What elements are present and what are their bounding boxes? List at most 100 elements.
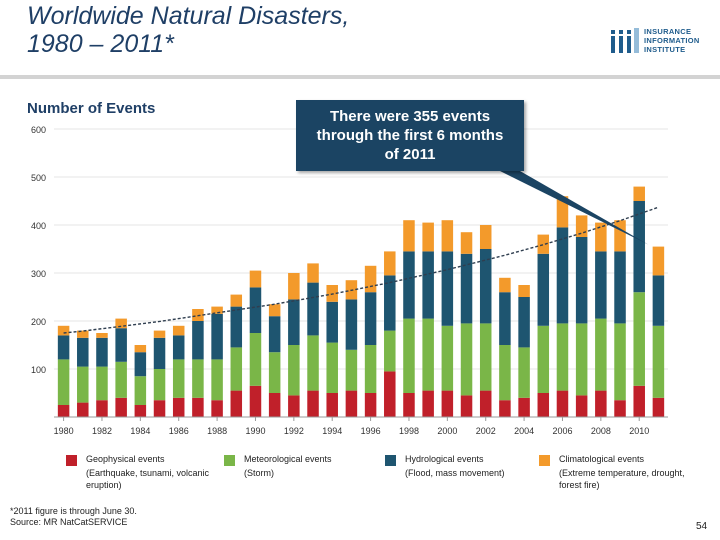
bar-1980-hydrological bbox=[57, 335, 70, 360]
callout-text: There were 355 events through the first … bbox=[316, 108, 504, 163]
bar-2009-meteorological bbox=[614, 323, 626, 401]
bar-2011-meteorological bbox=[652, 325, 665, 398]
bar-2010-meteorological bbox=[633, 292, 645, 386]
bar-1987-geophysical bbox=[192, 397, 204, 417]
bar-1983-geophysical bbox=[115, 397, 127, 417]
bar-1986-climatological bbox=[172, 325, 185, 336]
bar-1991-meteorological bbox=[268, 352, 281, 393]
bar-1993-geophysical bbox=[307, 390, 319, 417]
bar-1991-hydrological bbox=[268, 316, 281, 353]
legend-swatch-climatological bbox=[539, 455, 550, 466]
bar-1997-hydrological bbox=[384, 275, 396, 331]
bar-1990-climatological bbox=[249, 270, 262, 288]
bar-2009-climatological bbox=[614, 220, 626, 252]
bar-2005-hydrological bbox=[537, 253, 550, 326]
bar-2003-meteorological bbox=[499, 345, 511, 401]
x-tick-label-2004: 2004 bbox=[514, 426, 534, 436]
bar-2010-climatological bbox=[633, 186, 645, 201]
bar-2005-meteorological bbox=[537, 325, 550, 393]
bar-1995-meteorological bbox=[345, 349, 358, 391]
bar-1985-meteorological bbox=[153, 369, 166, 401]
title-line-2: 1980 – 2011* bbox=[27, 30, 174, 58]
bar-1981-meteorological bbox=[77, 366, 89, 403]
bar-2007-meteorological bbox=[575, 323, 588, 396]
bar-1991-geophysical bbox=[268, 393, 281, 417]
bar-1986-geophysical bbox=[172, 397, 185, 417]
bar-1992-climatological bbox=[288, 273, 300, 300]
bar-1987-climatological bbox=[192, 309, 204, 321]
y-axis-title: Number of Events bbox=[27, 100, 156, 117]
bar-1985-hydrological bbox=[153, 337, 166, 369]
iii-logo: INSURANCE INFORMATION INSTITUTE bbox=[610, 26, 714, 56]
bar-1989-geophysical bbox=[230, 390, 243, 417]
bar-1998-meteorological bbox=[403, 318, 415, 393]
bar-1998-geophysical bbox=[403, 393, 415, 417]
bar-2009-hydrological bbox=[614, 251, 626, 324]
bar-1984-climatological bbox=[134, 345, 147, 353]
bar-1982-hydrological bbox=[96, 337, 108, 367]
bar-2010-geophysical bbox=[633, 385, 645, 417]
legend-swatch-hydrological bbox=[385, 455, 396, 466]
logo-line-1: INSURANCE bbox=[644, 27, 692, 36]
bar-1997-geophysical bbox=[384, 371, 396, 417]
callout-pointer bbox=[500, 171, 649, 245]
bar-1987-hydrological bbox=[192, 321, 204, 360]
bar-2000-hydrological bbox=[441, 251, 454, 326]
bar-1984-meteorological bbox=[134, 376, 147, 405]
bar-1985-climatological bbox=[153, 330, 166, 338]
bar-1997-meteorological bbox=[384, 330, 396, 372]
y-tick-label-600: 600 bbox=[31, 125, 46, 135]
bar-1996-meteorological bbox=[364, 345, 377, 393]
bar-2004-hydrological bbox=[518, 297, 530, 348]
x-tick-label-2002: 2002 bbox=[476, 426, 496, 436]
bar-1990-meteorological bbox=[249, 333, 262, 386]
bar-1988-climatological bbox=[211, 306, 223, 314]
x-tick-label-1998: 1998 bbox=[399, 426, 419, 436]
bar-1986-meteorological bbox=[172, 359, 185, 398]
x-tick-label-1994: 1994 bbox=[322, 426, 342, 436]
bar-2002-geophysical bbox=[479, 390, 492, 417]
legend-name-geophysical: Geophysical events bbox=[86, 454, 165, 464]
bar-1999-meteorological bbox=[422, 318, 434, 391]
bar-1984-hydrological bbox=[134, 352, 147, 377]
legend-swatch-geophysical bbox=[66, 455, 77, 466]
logo-line-3: INSTITUTE bbox=[644, 45, 686, 54]
bar-1989-meteorological bbox=[230, 347, 243, 391]
bar-2007-hydrological bbox=[575, 237, 588, 324]
x-tick-label-2010: 2010 bbox=[629, 426, 649, 436]
iii-logo-mark-icon bbox=[611, 28, 639, 53]
x-tick-label-1980: 1980 bbox=[54, 426, 74, 436]
legend-name-meteorological: Meteorological events bbox=[244, 454, 332, 464]
bar-1993-hydrological bbox=[307, 282, 319, 336]
bar-1988-meteorological bbox=[211, 359, 223, 401]
bar-1996-geophysical bbox=[364, 393, 377, 417]
page-title: Worldwide Natural Disasters, 1980 – 2011… bbox=[27, 2, 487, 58]
callout-pointer-shape bbox=[500, 171, 649, 245]
bar-1996-climatological bbox=[364, 265, 377, 293]
bar-1989-climatological bbox=[230, 294, 243, 307]
legend-desc-geophysical: (Earthquake, tsunami, volcanic eruption) bbox=[86, 468, 210, 490]
x-tick-label-2008: 2008 bbox=[591, 426, 611, 436]
bar-2004-geophysical bbox=[518, 397, 530, 417]
title-divider bbox=[0, 75, 720, 79]
bar-1994-hydrological bbox=[326, 301, 338, 343]
bar-1980-geophysical bbox=[57, 405, 70, 417]
bar-2009-geophysical bbox=[614, 400, 626, 417]
x-tick-label-1982: 1982 bbox=[92, 426, 112, 436]
bar-2006-climatological bbox=[556, 196, 569, 228]
bar-1995-hydrological bbox=[345, 299, 358, 350]
bar-1984-geophysical bbox=[134, 405, 147, 417]
bar-1988-hydrological bbox=[211, 313, 223, 360]
callout-box: There were 355 events through the first … bbox=[296, 100, 524, 171]
bar-1982-geophysical bbox=[96, 400, 108, 417]
x-tick-label-1996: 1996 bbox=[361, 426, 381, 436]
bar-1994-climatological bbox=[326, 285, 338, 302]
footnote-line-2: Source: MR NatCatSERVICE bbox=[10, 517, 128, 527]
footnote: *2011 figure is through June 30. Source:… bbox=[10, 506, 137, 528]
bar-2007-geophysical bbox=[575, 395, 588, 417]
x-tick-label-1990: 1990 bbox=[245, 426, 265, 436]
bar-1981-climatological bbox=[77, 330, 89, 338]
y-tick-label-200: 200 bbox=[31, 317, 46, 327]
bar-1998-climatological bbox=[403, 220, 415, 252]
bar-1999-climatological bbox=[422, 222, 434, 252]
